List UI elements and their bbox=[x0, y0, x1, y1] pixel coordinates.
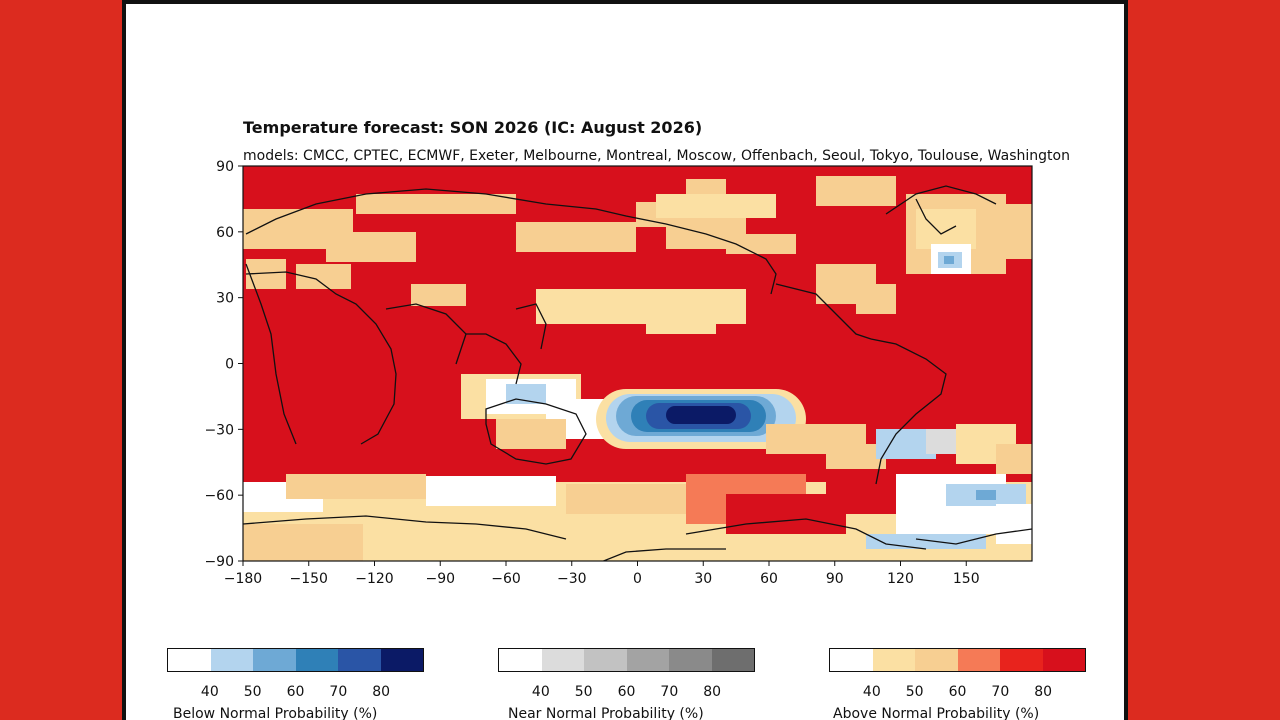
colorbar-cell bbox=[499, 649, 542, 671]
colorbar-tick-label: 70 bbox=[660, 684, 679, 700]
colorbar-cell bbox=[830, 649, 873, 671]
colorbar-tick-label: 70 bbox=[991, 684, 1010, 700]
colorbar-cell bbox=[584, 649, 627, 671]
colorbar-tick-label: 50 bbox=[905, 684, 924, 700]
south-atlantic-patches bbox=[876, 424, 1032, 474]
y-tick-label: 60 bbox=[216, 225, 234, 241]
colorbar-cell bbox=[295, 649, 338, 671]
colorbar-tick-label: 40 bbox=[862, 684, 881, 700]
colorbar-above-title: Above Normal Probability (%) bbox=[833, 706, 1040, 720]
colorbar-cell bbox=[669, 649, 712, 671]
colorbar-cell bbox=[168, 649, 211, 671]
pacific-cold-tongue bbox=[461, 374, 806, 449]
figure-title: Temperature forecast: SON 2026 (IC: Augu… bbox=[243, 118, 703, 137]
y-tick-label: −90 bbox=[204, 554, 234, 570]
colorbar-cell bbox=[253, 649, 296, 671]
colorbar-cell bbox=[1042, 649, 1085, 671]
colorbar-tick-label: 80 bbox=[1034, 684, 1053, 700]
colorbar-near-normal bbox=[498, 648, 755, 672]
colorbar-cell bbox=[872, 649, 915, 671]
colorbar-tick-label: 70 bbox=[329, 684, 348, 700]
colorbar-above-normal bbox=[829, 648, 1086, 672]
colorbar-cell bbox=[1000, 649, 1043, 671]
x-tick-label: −30 bbox=[557, 571, 587, 587]
y-tick-label: 30 bbox=[216, 291, 234, 307]
x-tick-label: −60 bbox=[491, 571, 521, 587]
x-tick-label: 60 bbox=[760, 571, 778, 587]
y-tick-label: 0 bbox=[225, 357, 234, 373]
y-tick-label: 90 bbox=[216, 159, 234, 175]
colorbar-tick-label: 40 bbox=[531, 684, 550, 700]
colorbar-tick-label: 50 bbox=[243, 684, 262, 700]
colorbar-cell bbox=[380, 649, 423, 671]
colorbar-tick-label: 50 bbox=[574, 684, 593, 700]
x-tick-label: 90 bbox=[826, 571, 844, 587]
forecast-map: −180 −150 −120 −90 −60 −30 0 30 60 90 120 150 90 60 3… bbox=[204, 159, 1033, 587]
north-atlantic-cold-patch bbox=[931, 244, 971, 274]
x-tick-label: −90 bbox=[425, 571, 455, 587]
colorbar-cell bbox=[915, 649, 958, 671]
colorbar-cell bbox=[541, 649, 584, 671]
x-tick-label: −120 bbox=[355, 571, 393, 587]
colorbar-below-title: Below Normal Probability (%) bbox=[173, 706, 378, 720]
y-axis-ticks: 90 60 30 0 −30 −60 −90 bbox=[204, 159, 243, 570]
x-tick-label: 30 bbox=[694, 571, 712, 587]
y-tick-label: −60 bbox=[204, 488, 234, 504]
southern-ocean-bands bbox=[243, 474, 1032, 561]
x-tick-label: −180 bbox=[224, 571, 262, 587]
colorbar-cell bbox=[338, 649, 381, 671]
figure-panel: Temperature forecast: SON 2026 (IC: Augu… bbox=[122, 0, 1128, 720]
colorbar-tick-label: 40 bbox=[200, 684, 219, 700]
colorbar-tick-label: 60 bbox=[286, 684, 305, 700]
x-tick-label: 150 bbox=[953, 571, 980, 587]
coastlines bbox=[243, 185, 1032, 561]
colorbar-tick-label: 80 bbox=[372, 684, 391, 700]
colorbar-tick-label: 60 bbox=[948, 684, 967, 700]
colorbar-cell bbox=[957, 649, 1000, 671]
colorbar-below-normal bbox=[167, 648, 424, 672]
x-tick-label: 0 bbox=[633, 571, 642, 587]
colorbar-cell bbox=[711, 649, 754, 671]
colorbar-cell bbox=[210, 649, 253, 671]
y-tick-label: −30 bbox=[204, 422, 234, 438]
colorbar-cell bbox=[626, 649, 669, 671]
colorbar-tick-label: 60 bbox=[617, 684, 636, 700]
x-tick-label: 120 bbox=[887, 571, 914, 587]
figure-subtitle: models: CMCC, CPTEC, ECMWF, Exeter, Melb… bbox=[243, 148, 1070, 164]
x-axis-ticks: −180 −150 −120 −90 −60 −30 0 30 60 90 120 150 bbox=[224, 561, 980, 587]
colorbar-near-title: Near Normal Probability (%) bbox=[508, 706, 704, 720]
colorbar-tick-label: 80 bbox=[703, 684, 722, 700]
northern-pale-patches bbox=[536, 194, 976, 334]
x-tick-label: −150 bbox=[290, 571, 328, 587]
